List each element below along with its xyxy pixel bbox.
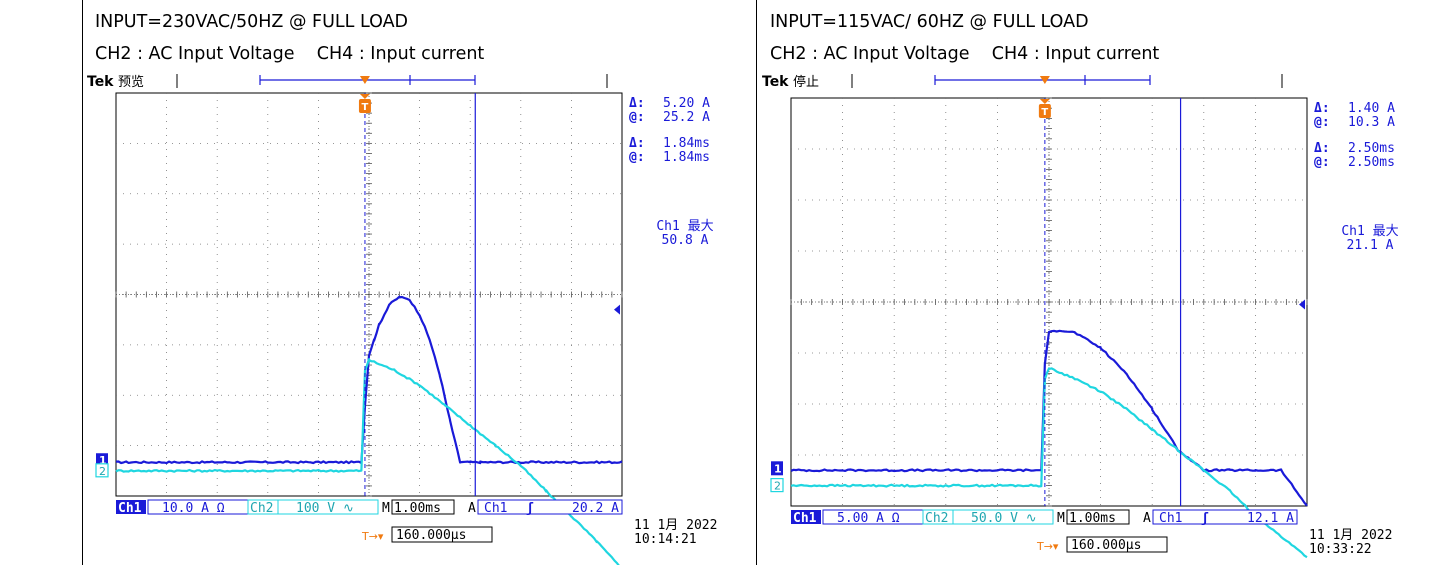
ch2-scale-label: Ch2: [925, 511, 948, 526]
timebase-box: [1066, 509, 1130, 525]
amp-delta-value: 1.40 A: [1348, 101, 1395, 116]
trigger-box: [477, 499, 623, 515]
time-delta-label: Δ:: [629, 136, 645, 151]
trigger-position-marker: [359, 76, 370, 84]
ch1-marker-label: 1: [774, 462, 782, 475]
amp-delta-label: Δ:: [629, 96, 645, 111]
time-at-value: 2.50ms: [1348, 155, 1395, 170]
time-at-label: @:: [1314, 155, 1330, 170]
position-value: 160.000μs: [1071, 538, 1141, 553]
ch1-scale-label: Ch1: [118, 501, 142, 516]
trigger-mode-label: A: [1143, 511, 1151, 526]
amp-delta-label: Δ:: [1314, 101, 1330, 116]
amp-at-value: 10.3 A: [1348, 115, 1395, 130]
table-divider-middle: [756, 0, 757, 565]
ch2-scale-box: [277, 499, 379, 515]
ch1-marker: [771, 461, 783, 476]
trigger-marker: [358, 99, 371, 113]
trigger-slope-icon: ʃ: [526, 501, 534, 516]
ch2-scale-value: 100 V ∿: [296, 501, 354, 516]
amp-at-label: @:: [1314, 115, 1330, 130]
level-arrow: [614, 304, 620, 315]
ch2-marker-label: 2: [774, 480, 781, 493]
time-at-value: 1.84ms: [663, 150, 710, 165]
amp-delta-value: 5.20 A: [663, 96, 710, 111]
ch2-marker-label: 2: [99, 465, 106, 478]
timebase-value: 1.00ms: [394, 501, 441, 516]
trigger-level: 20.2 A: [572, 501, 619, 516]
trigger-box: [1152, 509, 1298, 525]
time-delta-value: 1.84ms: [663, 136, 710, 151]
trigger-position-marker: [1039, 76, 1050, 84]
time-delta-value: 2.50ms: [1348, 141, 1395, 156]
scope-panel-230vac: INPUT=230VAC/50HZ @ FULL LOAD CH2 : AC In…: [85, 0, 755, 565]
status-label: 停止: [793, 74, 819, 90]
trace-ch1: [115, 295, 623, 465]
timebase-value: 1.00ms: [1069, 511, 1116, 526]
time-label: 10:14:21: [634, 532, 697, 547]
trace-ch2: [790, 367, 1308, 559]
trigger-marker-label: T: [361, 102, 368, 113]
graticule: [115, 92, 623, 497]
trigger-marker: [1038, 104, 1051, 118]
max-value: 50.8 A: [662, 233, 709, 248]
max-label: Ch1 最大: [1341, 224, 1398, 239]
brand-label: Tek: [762, 74, 789, 90]
date-label: 11 1月 2022: [634, 518, 717, 533]
ch1-scale-tag: [116, 500, 146, 514]
chart-title: INPUT=230VAC/50HZ @ FULL LOAD: [95, 12, 409, 32]
ch1-scale-tag: [791, 510, 821, 524]
ch1-scale-value: 10.0 A Ω: [162, 501, 225, 516]
max-label: Ch1 最大: [656, 219, 713, 234]
scope-screen: Tek 预览 T 12 Δ: 5.20 A @: 25.2 A Δ: 1.84ms @: 1.84ms…: [87, 74, 717, 565]
timebase-box: [391, 499, 455, 515]
status-label: 预览: [118, 74, 144, 90]
time-delta-label: Δ:: [1314, 141, 1330, 156]
ch2-marker: [770, 478, 784, 493]
ch2-marker: [95, 463, 109, 478]
position-box: [391, 526, 493, 543]
trace-ch2: [115, 358, 620, 565]
horizontal-position-icon: T→▾: [361, 530, 384, 543]
ch2-scale-label: Ch2: [250, 501, 273, 516]
timebase-label: M: [1057, 511, 1065, 526]
chart-title: INPUT=115VAC/ 60HZ @ FULL LOAD: [770, 12, 1089, 32]
position-box: [1066, 536, 1168, 553]
trigger-channel: Ch1: [1159, 511, 1182, 526]
trigger-channel: Ch1: [484, 501, 507, 516]
trigger-arrow: [359, 94, 370, 99]
chart-subtitle: CH2 : AC Input Voltage CH4 : Input curre…: [770, 44, 1160, 64]
amp-at-label: @:: [629, 110, 645, 125]
ch1-scale-value: 5.00 A Ω: [837, 511, 900, 526]
brand-label: Tek: [87, 74, 114, 90]
time-label: 10:33:22: [1309, 542, 1372, 557]
table-divider-left: [82, 0, 83, 565]
ch1-scale-label: Ch1: [793, 511, 817, 526]
position-value: 160.000μs: [396, 528, 466, 543]
trigger-arrow: [1039, 99, 1050, 104]
trigger-marker-label: T: [1041, 107, 1048, 118]
ch2-scale-box: [952, 509, 1054, 525]
time-at-label: @:: [629, 150, 645, 165]
scope-panel-115vac: INPUT=115VAC/ 60HZ @ FULL LOAD CH2 : AC I…: [760, 0, 1430, 565]
graticule: [790, 97, 1308, 507]
date-label: 11 1月 2022: [1309, 528, 1392, 543]
scope-screen: Tek 停止 T 1 2 Δ: 1.40 A @: 10.3 A Δ: 2.50ms @: 2.50ms…: [762, 74, 1399, 559]
trigger-level: 12.1 A: [1247, 511, 1294, 526]
max-value: 21.1 A: [1347, 238, 1394, 253]
chart-subtitle: CH2 : AC Input Voltage CH4 : Input curre…: [95, 44, 485, 64]
trace-ch1: [790, 329, 1308, 507]
ch2-scale-value: 50.0 V ∿: [971, 511, 1037, 526]
timebase-label: M: [382, 501, 390, 516]
level-arrow: [1299, 299, 1305, 310]
trigger-slope-icon: ʃ: [1201, 511, 1209, 526]
ch1-marker-label: 1: [99, 454, 107, 467]
trigger-mode-label: A: [468, 501, 476, 516]
amp-at-value: 25.2 A: [663, 110, 710, 125]
horizontal-position-icon: T→▾: [1036, 540, 1059, 553]
